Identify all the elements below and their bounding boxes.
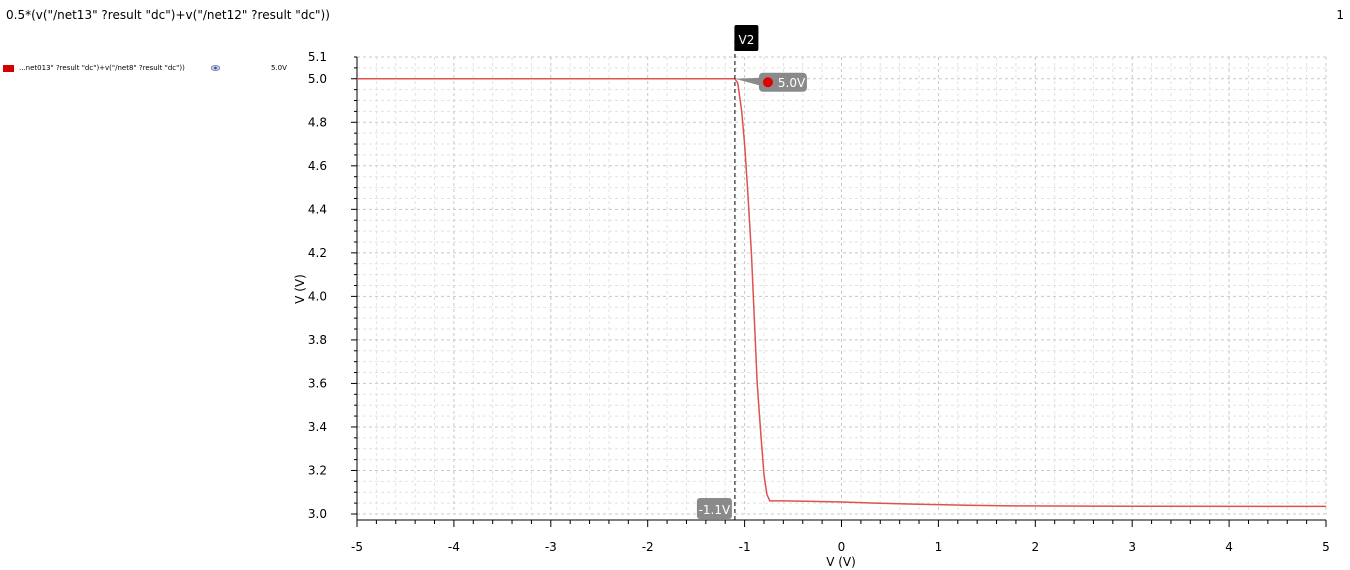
series-line[interactable]	[357, 78, 1327, 508]
marker-x-value: -1.1V	[699, 503, 731, 517]
y-tick-label: 4.2	[308, 246, 327, 260]
y-axis-label: V (V)	[293, 274, 307, 304]
y-tick-label: 4.6	[308, 159, 327, 173]
y-tick-label: 3.0	[308, 507, 327, 521]
y-tick-label: 4.4	[308, 202, 327, 216]
y-tick-label: 3.6	[308, 376, 327, 390]
y-tick-label: 3.8	[308, 333, 327, 347]
x-tick-label: 5	[1322, 540, 1330, 554]
marker-name-tag[interactable]	[734, 25, 759, 51]
y-tick-label: 5.0	[308, 72, 327, 86]
legend-label: ...net013" ?result "dc")+v("/net8" ?resu…	[19, 64, 185, 72]
x-tick-label: 0	[838, 540, 846, 554]
y-tick-label: 3.4	[308, 420, 327, 434]
x-tick-label: -3	[545, 540, 557, 554]
chart-title: 0.5*(v("/net13" ?result "dc")+v("/net12"…	[6, 8, 330, 22]
marker-y-pointer	[734, 77, 761, 86]
x-tick-label: 1	[935, 540, 943, 554]
marker-name-text: V2	[738, 33, 754, 47]
x-tick-label: -4	[448, 540, 460, 554]
x-tick-label: 2	[1031, 540, 1039, 554]
marker-y-value: 5.0V	[778, 76, 806, 90]
legend-swatch	[3, 65, 14, 72]
x-tick-label: 4	[1225, 540, 1233, 554]
y-tick-label: 3.2	[308, 463, 327, 477]
y-tick-label: 4.0	[308, 289, 327, 303]
x-axis-label: V (V)	[826, 555, 856, 569]
marker-point[interactable]	[762, 77, 773, 88]
x-tick-label: -5	[351, 540, 363, 554]
x-tick-label: 3	[1128, 540, 1136, 554]
legend-value: 5.0V	[271, 64, 287, 72]
eye-icon[interactable]	[211, 65, 220, 71]
x-tick-label: -1	[739, 540, 751, 554]
page-number: 1	[1336, 8, 1344, 22]
y-tick-label: 4.8	[308, 115, 327, 129]
marker-x-tag	[696, 498, 732, 519]
x-tick-label: -2	[642, 540, 654, 554]
marker-y-tag	[758, 72, 807, 92]
y-tick-label: 5.1	[308, 50, 327, 64]
legend-entry[interactable]: ...net013" ?result "dc")+v("/net8" ?resu…	[3, 62, 303, 74]
